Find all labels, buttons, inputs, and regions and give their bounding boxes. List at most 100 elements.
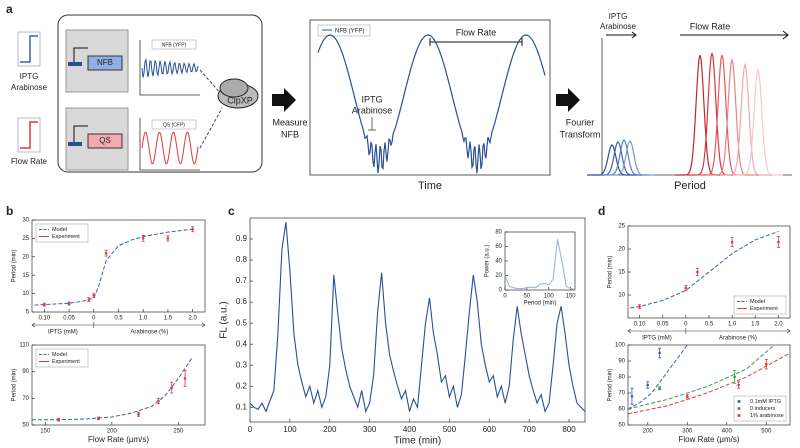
protease [219, 78, 249, 98]
x-tick-label: 1.0 [139, 316, 148, 322]
y-tick-label: 90 [618, 359, 625, 365]
x-tick-label: 150 [566, 294, 577, 300]
trace-frame [309, 19, 551, 176]
spectrum-flow: Flow Rate [690, 21, 731, 31]
x-tick-label: 2.0 [188, 316, 197, 322]
spectrum-label: Period [674, 180, 706, 192]
spectrum-axis [601, 38, 792, 176]
legend-label: Experiment [750, 306, 778, 312]
x-tick-label: 2.0 [774, 322, 783, 328]
mini-legend [151, 39, 197, 50]
spectrum-peak [733, 67, 783, 176]
x-tick-label: 1.0 [728, 322, 737, 328]
x-tick-label: 200 [643, 429, 654, 435]
y-tick-label: 0.8 [236, 255, 248, 264]
legend-label: Model [750, 299, 765, 305]
x-axis-label: Flow Rate (µm/s) [88, 435, 149, 444]
operator [68, 62, 82, 66]
gene-label: NFB [97, 58, 113, 67]
series-line [32, 358, 193, 421]
x-tick-label: 0.5 [705, 322, 714, 328]
trace-legend [317, 24, 371, 37]
x-tick-label: 0 [684, 322, 688, 328]
mini-trace [141, 58, 199, 78]
series-line [504, 239, 576, 290]
y-tick-label: 50 [618, 423, 625, 429]
bracket [429, 38, 523, 46]
legend-label: 0.1mM IPTG [750, 399, 781, 405]
data-point [183, 377, 187, 380]
x-tick-label: 0 [503, 294, 507, 300]
data-point [104, 251, 108, 255]
mini-trace [141, 131, 199, 165]
legend-label: 0 inducers [750, 406, 776, 412]
mini-axis [139, 118, 200, 171]
plot-frame [504, 231, 576, 291]
step [20, 35, 38, 63]
y-axis-label: Period (min) [12, 250, 18, 283]
x-tick-label: 200 [107, 429, 118, 435]
y-tick-label: 15 [22, 273, 29, 279]
step-label: Measure [272, 117, 307, 127]
mini-legend [151, 119, 197, 130]
data-point [67, 302, 71, 305]
y-tick-label: 0.7 [236, 276, 248, 285]
x-tick-label: 1.5 [751, 322, 760, 328]
y-tick-label: 0.9 [236, 234, 248, 243]
y-tick-label: 40 [495, 259, 502, 265]
data-point [737, 383, 740, 387]
input-label: Arabinose [11, 83, 48, 92]
spectrum-peak [720, 62, 770, 176]
legend-label: Experiment [52, 234, 80, 240]
circuit: IPTG Arabinose Flow Rate NFB QS NFB (YFP… [11, 14, 263, 173]
x-tick-label: 250 [173, 429, 184, 435]
legend-label: Model [52, 352, 67, 358]
data-point [43, 303, 46, 306]
x-tick-label: 400 [403, 425, 417, 434]
panel-label: c [228, 204, 235, 218]
x-tick-label: 400 [722, 429, 733, 435]
gene [87, 55, 123, 71]
y-tick-label: 15 [618, 270, 625, 276]
y-axis-label: FL (a.u.) [219, 301, 230, 338]
spectrum-input: Arabinose [600, 22, 637, 31]
arrow [680, 30, 789, 40]
y-tick-label: 20 [618, 247, 625, 253]
legend-swatch [737, 414, 741, 417]
spectrum-peak [605, 140, 655, 176]
legend [733, 295, 787, 315]
series-line [627, 352, 791, 415]
data-point [166, 237, 170, 240]
step-label: Fourier [566, 117, 595, 127]
data-point [87, 298, 91, 301]
x-tick-label: 0.05 [63, 316, 75, 322]
arrow [556, 88, 580, 112]
y-tick-label: 0.3 [236, 360, 248, 369]
step-label: NFB [281, 129, 299, 139]
x-tick-label: 0.10 [634, 322, 646, 328]
input-label: Flow Rate [11, 157, 48, 166]
protease-label: ClpXP [227, 95, 253, 105]
legend [35, 223, 89, 243]
data-point [646, 383, 650, 387]
y-tick-label: 10 [22, 291, 29, 297]
x-tick-label: 100 [283, 425, 297, 434]
data-point [764, 362, 768, 366]
step [20, 121, 38, 149]
legend-swatch [737, 407, 741, 410]
x-tick-label: 0 [248, 425, 253, 434]
x-axis-label: Arabinose (%) [130, 330, 168, 336]
gene-label: QS [99, 136, 111, 145]
bracket-label: Flow Rate [456, 27, 497, 37]
x-tick-label: 700 [522, 425, 536, 434]
x-tick-label: 800 [562, 425, 576, 434]
x-tick-label: 0.05 [657, 322, 669, 328]
spectrum-input: IPTG [609, 12, 628, 21]
panel-label: a [6, 2, 13, 16]
data-point [730, 240, 734, 244]
data-point [157, 399, 160, 403]
spectrum-peak [599, 139, 649, 176]
step-label: Transform [560, 129, 601, 139]
data-point [630, 394, 634, 398]
